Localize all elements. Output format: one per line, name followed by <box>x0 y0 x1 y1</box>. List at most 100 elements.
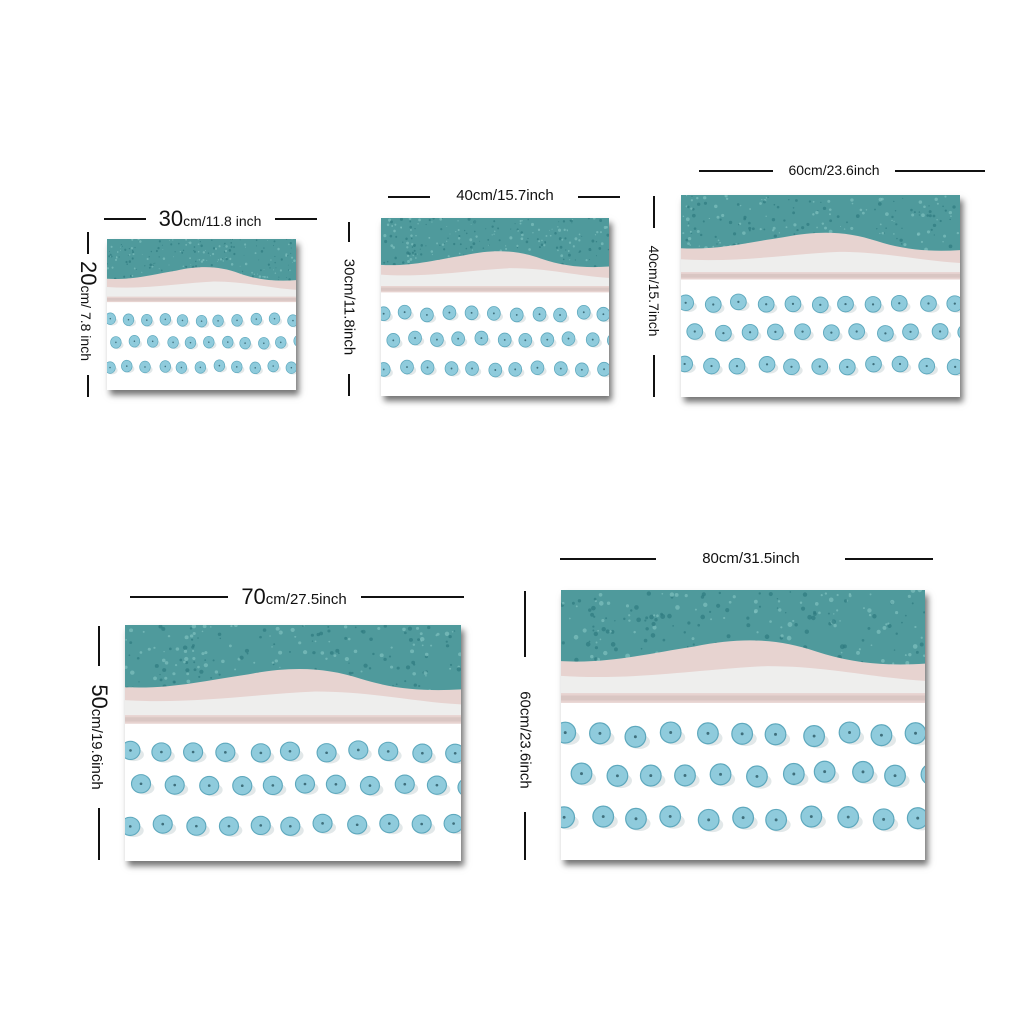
sea-ripple <box>858 648 861 651</box>
sea-ripple <box>594 234 597 236</box>
beach-umbrella <box>381 306 391 321</box>
sea-ripple <box>867 608 872 613</box>
beach-umbrella <box>381 362 391 377</box>
umbrella-center <box>356 748 360 752</box>
sea-ripple <box>558 221 560 223</box>
sea-ripple <box>558 228 562 232</box>
sea-ripple <box>479 240 481 242</box>
sea-ripple <box>784 611 787 614</box>
sea-ripple <box>574 657 579 663</box>
sea-ripple <box>191 644 195 647</box>
sea-ripple <box>161 244 163 246</box>
sea-ripple <box>685 217 690 222</box>
sea-ripple <box>551 228 553 230</box>
sea-ripple <box>288 278 291 281</box>
sea-ripple <box>765 215 767 218</box>
sea-ripple <box>840 651 843 654</box>
sea-ripple <box>458 234 461 238</box>
sea-ripple <box>630 609 633 612</box>
sea-ripple <box>174 251 176 253</box>
sea-ripple <box>610 642 616 647</box>
sea-ripple <box>488 244 489 246</box>
sea-ripple <box>204 659 207 661</box>
sea-ripple <box>415 234 417 237</box>
sea-ripple <box>914 625 917 629</box>
sea-ripple <box>732 595 736 599</box>
sea-ripple <box>569 259 571 261</box>
sea-ripple <box>262 275 264 278</box>
sea-ripple <box>214 670 219 674</box>
sea-ripple <box>251 271 253 274</box>
sea-ripple <box>230 239 232 240</box>
sea-ripple <box>128 253 131 256</box>
beach-umbrella <box>946 358 960 376</box>
sea-ripple <box>125 639 128 641</box>
sea-ripple <box>876 228 878 230</box>
sea-ripple <box>649 614 654 620</box>
sea-ripple <box>148 256 150 258</box>
sea-ripple <box>436 242 439 245</box>
sea-ripple <box>278 276 280 278</box>
sea-ripple <box>765 197 768 199</box>
sea-ripple <box>277 279 279 281</box>
sea-ripple <box>879 223 882 226</box>
sea-ripple <box>597 629 599 632</box>
sea-ripple <box>749 208 752 210</box>
sea-ripple <box>592 629 595 632</box>
sea-ripple <box>189 257 191 260</box>
sea-ripple <box>360 630 364 633</box>
sea-ripple <box>409 225 413 229</box>
sea-ripple <box>343 625 348 629</box>
sea-ripple <box>274 261 276 264</box>
sea-ripple <box>272 663 275 666</box>
sea-ripple <box>520 231 524 234</box>
sea-ripple <box>158 240 161 243</box>
sea-ripple <box>885 212 889 216</box>
sea-ripple <box>714 235 717 238</box>
sea-ripple <box>241 270 244 273</box>
sea-ripple <box>186 672 190 676</box>
sea-ripple <box>212 252 215 256</box>
umbrella-center <box>812 734 816 738</box>
sea-ripple <box>700 614 706 620</box>
sea-ripple <box>162 257 166 260</box>
width-dimension-line-right <box>275 218 317 220</box>
sea-ripple <box>567 253 571 257</box>
sea-ripple <box>413 249 416 252</box>
umbrella-center <box>846 365 849 369</box>
sea-ripple <box>582 628 587 633</box>
sea-ripple <box>590 654 594 659</box>
width-dimension-line-right <box>895 170 985 172</box>
sea-ripple <box>903 243 907 247</box>
umbrella-center <box>582 311 585 314</box>
umbrella-center <box>684 301 687 304</box>
sea-ripple <box>651 621 656 627</box>
sea-ripple <box>887 623 892 629</box>
sea-ripple <box>291 239 293 240</box>
width-unit: cm/11.8 inch <box>183 213 262 229</box>
sea-ripple <box>497 227 500 230</box>
sea-ripple <box>417 638 421 641</box>
sea-ripple <box>273 643 276 646</box>
sea-ripple <box>690 232 693 235</box>
sea-ripple <box>772 226 776 230</box>
sea-ripple <box>302 625 304 627</box>
height-dimension-line-top <box>524 591 526 657</box>
umbrella-center <box>420 822 424 826</box>
sea-ripple <box>161 627 166 631</box>
sea-ripple <box>920 636 923 639</box>
sea-ripple <box>465 232 468 235</box>
sea-ripple <box>205 249 206 251</box>
sea-ripple <box>686 645 689 648</box>
sea-ripple <box>192 631 196 635</box>
sea-ripple <box>108 255 111 258</box>
sea-ripple <box>614 647 618 652</box>
umbrella-center <box>722 331 725 335</box>
umbrella-center <box>669 731 673 734</box>
sea-ripple <box>255 245 257 247</box>
sea-ripple <box>388 655 392 658</box>
umbrella-center <box>273 317 276 320</box>
umbrella-center <box>755 774 759 778</box>
umbrella-center <box>765 303 768 306</box>
sea-ripple <box>128 654 131 657</box>
